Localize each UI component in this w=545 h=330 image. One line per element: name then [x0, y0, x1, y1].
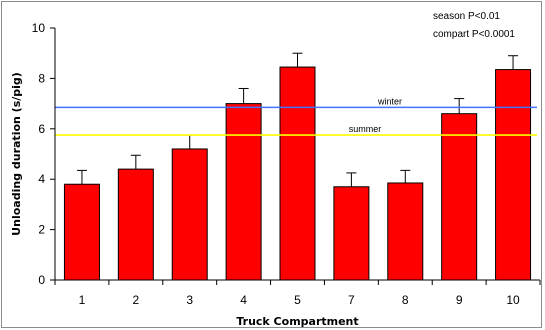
x-tick-label-5: 5: [294, 293, 301, 307]
bar-7: [333, 186, 370, 281]
x-tick-label-9: 9: [456, 293, 463, 307]
x-tick-label-3: 3: [186, 293, 193, 307]
y-tick-label-4: 4: [38, 172, 45, 186]
y-tick-label-0: 0: [38, 273, 45, 287]
x-tick-label-4: 4: [240, 293, 247, 307]
x-tick-label-2: 2: [132, 293, 139, 307]
y-tick-label-2: 2: [38, 223, 45, 237]
annotation-season: season P<0.01: [433, 11, 500, 22]
x-tick-label-7: 7: [348, 293, 355, 307]
bar-10: [495, 69, 532, 281]
bar-4: [225, 103, 262, 281]
x-axis-title: Truck Compartment: [236, 315, 358, 328]
y-tick-label-6: 6: [38, 122, 45, 136]
x-tick-label-10: 10: [506, 293, 520, 307]
y-tick-label-10: 10: [32, 21, 46, 35]
bar-8: [387, 182, 424, 281]
bar-3: [171, 148, 208, 281]
annotation-compart: compart P<0.0001: [433, 29, 515, 40]
bar-1: [63, 183, 100, 281]
axes-group: 1 2 3 4 5 7 8 9 10 0 2 4 6 8 10: [32, 21, 541, 307]
x-tick-label-1: 1: [79, 293, 86, 307]
x-tick-label-8: 8: [402, 293, 409, 307]
reference-label-winter: winter: [377, 96, 402, 106]
reference-label-summer: summer: [349, 124, 382, 134]
y-tick-label-8: 8: [38, 71, 45, 85]
bar-2: [117, 168, 154, 281]
bar-9: [441, 113, 478, 281]
reference-lines-group: winter summer: [55, 96, 537, 136]
y-axis-title: Unloading duration (s/pig): [10, 72, 23, 236]
bar-5: [279, 66, 316, 281]
